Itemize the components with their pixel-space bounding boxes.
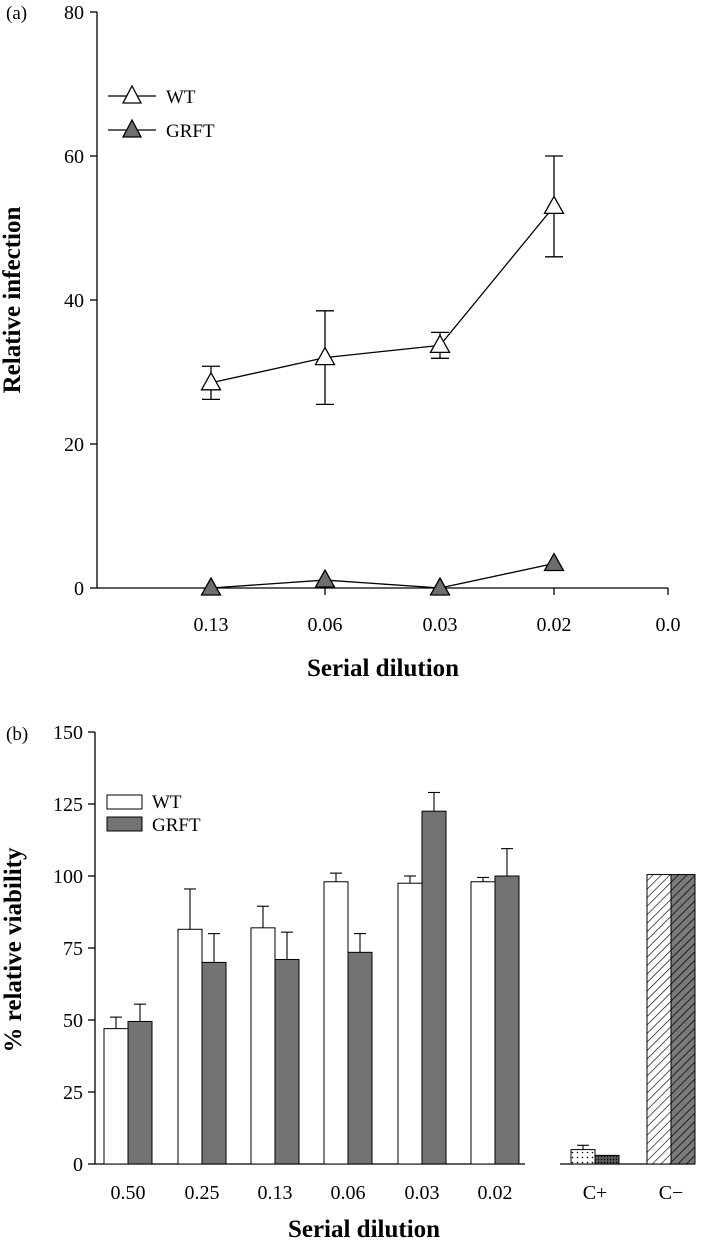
panel-b-y-tick-label: 100 — [53, 866, 83, 888]
panel-b-y-tick-label: 0 — [73, 1154, 83, 1176]
panel-a-y-tick-label: 80 — [64, 2, 84, 24]
series-grft-line — [210, 562, 555, 589]
bar-wt-error-bar — [330, 872, 342, 882]
bar-grft — [127, 1020, 153, 1165]
panel-b-x-tick-label: 0.13 — [258, 1182, 293, 1204]
legend-b-grft-label: GRFT — [152, 815, 201, 836]
panel-b-control-label: C+ — [583, 1182, 608, 1204]
panel-b-x-tick-label: 0.50 — [111, 1182, 146, 1204]
control-bar-wt — [570, 1149, 596, 1165]
panel-b-y-axis-title: % relative viability — [0, 847, 27, 1053]
bar-grft-error-bar — [428, 791, 440, 812]
bar-wt-error-bar — [257, 905, 269, 928]
control-bar-grft — [670, 874, 696, 1165]
bar-grft — [274, 959, 300, 1165]
panel-b-x-axis-title: Serial dilution — [288, 1216, 440, 1243]
panel-a-x-axis-title: Serial dilution — [307, 655, 459, 682]
bar-grft — [494, 875, 520, 1165]
bar-wt-error-bar — [110, 1016, 122, 1029]
panel-a-x-tick-label: 0.03 — [423, 614, 458, 636]
bar-grft-error-bar — [134, 1003, 146, 1022]
bar-grft — [201, 961, 227, 1165]
panel-b-y-tick-label: 25 — [63, 1082, 83, 1104]
legend-b-wt-label: WT — [152, 792, 182, 813]
legend-b-wt-swatch — [106, 794, 143, 810]
panel-a-x-tick-label: 0.13 — [194, 614, 229, 636]
panel-a-y-tick-label: 60 — [64, 146, 84, 168]
bar-wt-error-bar — [184, 888, 196, 930]
panel-b-y-tick-label: 50 — [63, 1010, 83, 1032]
legend-wt-label: WT — [166, 87, 196, 108]
legend-grft-label: GRFT — [166, 121, 215, 142]
panel-b-y-tick-label: 75 — [63, 938, 83, 960]
bar-grft-error-bar — [501, 848, 513, 876]
legend-grft-marker — [121, 118, 143, 138]
panel-a-line-chart: (a) Relative infection Serial dilution W… — [0, 2, 681, 682]
panel-b-x-tick-label: 0.25 — [185, 1182, 220, 1204]
bar-grft-error-bar — [281, 931, 293, 960]
bar-wt — [177, 928, 203, 1165]
legend-b-grft-swatch — [106, 816, 143, 832]
bar-grft — [347, 951, 373, 1165]
bar-wt — [250, 927, 276, 1165]
panel-a-legend: WT GRFT — [108, 84, 215, 142]
series-grft-point — [314, 568, 336, 588]
bar-wt — [103, 1028, 129, 1165]
panel-b-y-tick-label: 150 — [53, 722, 83, 744]
panel-a-x-tick-label: 0.0 — [656, 614, 681, 636]
series-wt-point — [429, 334, 451, 354]
series-wt-point — [314, 346, 336, 366]
panel-a-y-tick-label: 20 — [64, 434, 84, 456]
panel-b-x-tick-label: 0.02 — [478, 1182, 513, 1204]
control-bar-grft — [594, 1154, 620, 1165]
series-grft-point — [200, 576, 222, 596]
control-bar-wt — [646, 874, 672, 1165]
bar-wt-error-bar — [404, 875, 416, 884]
panel-b-x-tick-label: 0.06 — [331, 1182, 366, 1204]
panel-b-legend: WT GRFT — [106, 792, 201, 836]
bar-grft — [421, 810, 447, 1165]
panel-b-y-tick-label: 125 — [53, 794, 83, 816]
series-wt-point — [200, 371, 222, 391]
panel-a-x-tick-label: 0.02 — [537, 614, 572, 636]
panel-a-x-tick-label: 0.06 — [308, 614, 343, 636]
legend-wt-marker — [121, 84, 143, 104]
control-bar-wt-error-bar — [577, 1144, 589, 1150]
bar-grft-error-bar — [208, 933, 220, 963]
panel-b-label: (b) — [6, 724, 28, 745]
panel-a-y-tick-label: 0 — [74, 578, 84, 600]
bar-wt — [323, 881, 349, 1165]
panel-a-y-axis-title: Relative infection — [0, 207, 26, 394]
bar-wt — [470, 881, 496, 1165]
bar-wt-error-bar — [477, 876, 489, 882]
series-wt-point — [543, 195, 565, 215]
series-wt-line — [210, 205, 555, 384]
panel-b-bar-chart: (b) % relative viability Serial dilution… — [0, 722, 696, 1243]
panel-a-label: (a) — [6, 3, 27, 24]
series-grft-point — [543, 552, 565, 572]
bar-wt — [397, 882, 423, 1165]
panel-a-y-tick-label: 40 — [64, 290, 84, 312]
panel-b-x-tick-label: 0.03 — [405, 1182, 440, 1204]
bar-grft-error-bar — [354, 933, 366, 953]
series-grft-point — [429, 576, 451, 596]
panel-b-control-label: C− — [659, 1182, 684, 1204]
